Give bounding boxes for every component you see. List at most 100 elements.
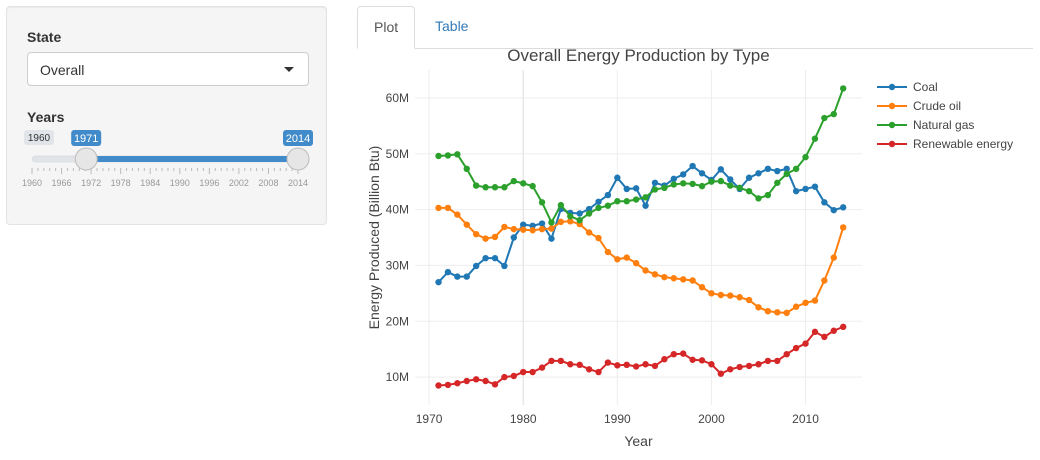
data-point bbox=[557, 218, 565, 226]
data-point bbox=[830, 206, 837, 214]
data-point bbox=[689, 162, 696, 170]
data-point bbox=[792, 303, 800, 310]
data-point bbox=[802, 340, 809, 347]
y-axis-label: Energy Produced (Billion Btu) bbox=[366, 146, 382, 330]
data-point bbox=[454, 151, 461, 158]
data-point bbox=[764, 191, 772, 199]
data-point bbox=[811, 297, 819, 304]
x-tick-label: 2000 bbox=[698, 412, 725, 426]
data-point bbox=[520, 226, 527, 233]
y-tick-label: 60M bbox=[386, 91, 409, 105]
slider-min-badge bbox=[24, 130, 54, 145]
data-point bbox=[745, 296, 753, 304]
data-point bbox=[783, 309, 790, 317]
legend-label[interactable]: Coal bbox=[913, 80, 938, 94]
data-point bbox=[632, 185, 640, 192]
years-slider[interactable]: 1960 1966 1972 1978 1984 1990 1996 2002 2008 2014… bbox=[7, 7, 328, 226]
data-point bbox=[792, 165, 800, 173]
x-tick-label: 1990 bbox=[604, 412, 631, 426]
data-point bbox=[482, 235, 489, 242]
slider-tick-label: 1990 bbox=[170, 178, 190, 188]
data-point bbox=[755, 361, 762, 368]
data-point bbox=[614, 256, 621, 263]
data-point bbox=[698, 283, 706, 291]
data-point bbox=[708, 290, 715, 297]
data-point bbox=[614, 174, 621, 181]
data-point bbox=[689, 180, 696, 188]
legend-label[interactable]: Crude oil bbox=[913, 99, 961, 113]
data-point bbox=[454, 273, 461, 280]
data-point bbox=[821, 114, 828, 122]
data-point bbox=[585, 366, 593, 373]
chevron-down-icon bbox=[284, 67, 294, 72]
legend-label[interactable]: Natural gas bbox=[913, 118, 974, 132]
data-point bbox=[661, 184, 668, 192]
data-point bbox=[755, 304, 762, 311]
data-point bbox=[529, 222, 536, 229]
slider-tick-label: 1966 bbox=[52, 178, 72, 188]
y-tick-label: 10M bbox=[386, 370, 409, 384]
data-point bbox=[642, 267, 649, 274]
data-point bbox=[557, 357, 565, 365]
slider-from-label: 1971 bbox=[74, 133, 98, 145]
slider-tick-label: 2014 bbox=[288, 178, 308, 188]
slider-tick-label: 1978 bbox=[111, 178, 131, 188]
slider-handle-from[interactable] bbox=[74, 147, 98, 171]
series-line-2 bbox=[438, 88, 845, 225]
series-line-0 bbox=[437, 164, 844, 283]
data-point bbox=[435, 278, 442, 286]
data-point bbox=[585, 210, 593, 217]
data-point bbox=[783, 170, 790, 178]
x-tick-label: 1980 bbox=[510, 412, 537, 426]
data-point bbox=[802, 299, 809, 307]
data-point bbox=[651, 179, 659, 186]
data-point bbox=[839, 85, 847, 92]
legend-swatch-marker bbox=[888, 83, 896, 91]
data-point bbox=[736, 294, 743, 301]
data-point bbox=[529, 368, 536, 376]
data-point bbox=[482, 377, 489, 385]
data-point bbox=[623, 254, 630, 261]
x-axis-label: Year bbox=[624, 433, 653, 449]
data-point bbox=[680, 276, 687, 283]
data-point bbox=[548, 225, 555, 232]
data-point bbox=[482, 254, 489, 262]
data-point bbox=[510, 177, 518, 185]
data-point bbox=[774, 167, 781, 175]
data-point bbox=[595, 234, 602, 242]
data-point bbox=[764, 357, 772, 365]
data-point bbox=[642, 194, 649, 201]
data-point bbox=[839, 204, 847, 211]
legend-label[interactable]: Renewable energy bbox=[913, 137, 1013, 151]
tab-plot[interactable]: Plot bbox=[357, 6, 416, 49]
data-point bbox=[538, 364, 546, 371]
data-point bbox=[520, 180, 527, 187]
slider-from-label-badge bbox=[71, 130, 102, 146]
state-select[interactable]: Overall bbox=[27, 52, 309, 86]
data-point bbox=[623, 198, 630, 205]
data-point bbox=[444, 204, 452, 212]
data-point bbox=[698, 357, 706, 364]
data-point bbox=[472, 376, 480, 383]
data-point bbox=[717, 370, 725, 377]
tab-table[interactable]: Table bbox=[435, 18, 469, 34]
data-point bbox=[802, 153, 809, 161]
slider-tick-label: 2008 bbox=[258, 178, 278, 188]
data-point bbox=[548, 219, 555, 226]
data-point bbox=[463, 273, 470, 280]
data-point bbox=[727, 176, 734, 183]
slider-tick-label: 1984 bbox=[140, 178, 160, 188]
slider-handle-to[interactable] bbox=[286, 147, 310, 171]
data-point bbox=[661, 356, 668, 363]
data-point bbox=[821, 277, 828, 284]
data-point bbox=[463, 221, 470, 228]
data-point bbox=[538, 220, 546, 227]
data-point bbox=[491, 233, 499, 241]
data-point bbox=[811, 135, 819, 142]
data-point bbox=[736, 363, 743, 371]
data-point bbox=[764, 165, 772, 173]
data-point bbox=[444, 152, 452, 159]
data-point bbox=[764, 308, 772, 315]
data-point bbox=[745, 187, 753, 195]
data-point bbox=[727, 366, 734, 373]
